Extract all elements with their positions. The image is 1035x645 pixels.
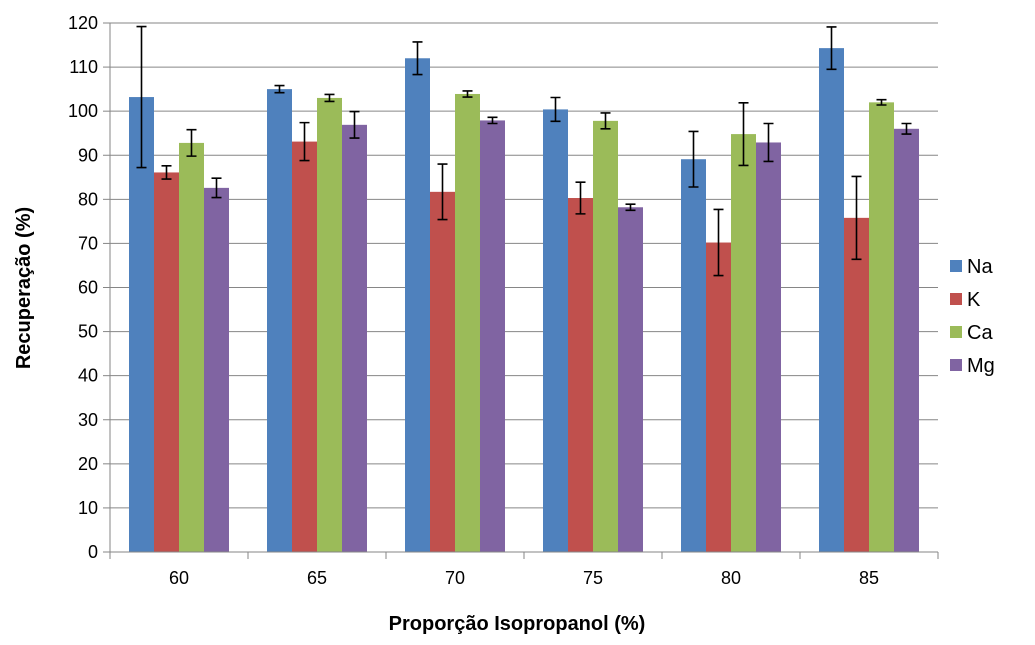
x-tick-label: 75 [583, 568, 603, 588]
error-bar-k-80 [713, 208, 724, 277]
bar-mg-70 [480, 120, 505, 552]
error-bar-k-75 [575, 181, 586, 215]
bar-mg-65 [342, 124, 367, 553]
bar-ca-75 [593, 120, 618, 553]
legend-label-na: Na [967, 256, 993, 278]
error-bar-mg-65 [349, 110, 360, 139]
bar-ca-65 [317, 97, 342, 553]
error-bar-na-65 [274, 84, 285, 94]
error-bar-na-85 [826, 26, 837, 71]
error-bar-ca-60 [186, 128, 197, 157]
bar-na-70 [405, 58, 430, 553]
legend-label-mg: Mg [967, 355, 995, 377]
bar-mg-85 [894, 128, 919, 553]
bar-k-60 [154, 172, 179, 552]
bar-k-70 [430, 191, 455, 552]
legend-label-ca: Ca [967, 322, 993, 344]
axes: 0 10 20 30 40 50 60 70 80 90 100 110 120 60 65 70 75 80 85 [68, 13, 939, 588]
x-tick-label: 65 [307, 568, 327, 588]
y-tick-label: 60 [78, 278, 98, 298]
error-bar-na-75 [550, 96, 561, 123]
y-axis-title: Recuperação (%) [13, 207, 35, 369]
bar-ca-80 [731, 134, 756, 552]
bar-mg-75 [618, 207, 643, 553]
bar-k-65 [292, 141, 317, 552]
error-bar-ca-80 [738, 101, 749, 167]
bar-k-75 [568, 198, 593, 552]
y-tick-label: 90 [78, 145, 98, 165]
x-tick-label: 70 [445, 568, 465, 588]
x-tick-label: 80 [721, 568, 741, 588]
bar-ca-85 [869, 102, 894, 552]
x-tick-label: 60 [169, 568, 189, 588]
error-bar-na-70 [412, 41, 423, 76]
error-bar-mg-70 [487, 116, 498, 125]
y-tick-label: 80 [78, 189, 98, 209]
error-bar-mg-75 [625, 203, 636, 212]
error-bar-mg-85 [901, 122, 912, 135]
bars [129, 48, 919, 553]
legend-swatch-mg [950, 359, 962, 371]
y-tick-label: 120 [68, 13, 98, 33]
error-bar-ca-70 [462, 90, 473, 98]
x-axis-title: Proporção Isopropanol (%) [389, 613, 646, 635]
legend-swatch-ca [950, 326, 962, 338]
error-bar-na-80 [688, 130, 699, 188]
error-bars [136, 25, 912, 277]
y-tick-label: 70 [78, 233, 98, 253]
bar-k-85 [844, 217, 869, 552]
y-tick-label: 10 [78, 498, 98, 518]
y-tick-label: 0 [88, 542, 98, 562]
bar-mg-80 [756, 142, 781, 553]
legend-swatch-k [950, 293, 962, 305]
bar-na-80 [681, 159, 706, 552]
legend-swatch-na [950, 260, 962, 272]
bar-na-85 [819, 48, 844, 552]
y-tick-label: 40 [78, 366, 98, 386]
error-bar-k-65 [299, 121, 310, 162]
error-bar-mg-60 [211, 177, 222, 199]
error-bar-k-70 [437, 163, 448, 221]
error-bar-ca-65 [324, 93, 335, 103]
bar-ca-70 [455, 93, 480, 552]
bar-mg-60 [204, 187, 229, 552]
legend: Na K Ca Mg [950, 256, 995, 377]
error-bar-k-60 [161, 165, 172, 180]
bar-na-75 [543, 109, 568, 553]
y-tick-label: 30 [78, 410, 98, 430]
error-bar-na-60 [136, 25, 147, 169]
y-tick-label: 50 [78, 322, 98, 342]
y-tick-label: 110 [69, 57, 98, 77]
error-bar-k-85 [851, 175, 862, 261]
gridlines [110, 22, 938, 553]
y-tick-label: 100 [68, 101, 98, 121]
bar-ca-60 [179, 142, 204, 552]
legend-label-k: K [967, 289, 981, 311]
error-bar-ca-75 [600, 112, 611, 130]
y-tick-label: 20 [78, 454, 98, 474]
x-tick-label: 85 [859, 568, 879, 588]
bar-na-60 [129, 97, 154, 552]
bar-na-65 [267, 89, 292, 552]
bar-k-80 [706, 242, 731, 552]
error-bar-mg-80 [763, 122, 774, 163]
error-bar-ca-85 [876, 98, 887, 106]
